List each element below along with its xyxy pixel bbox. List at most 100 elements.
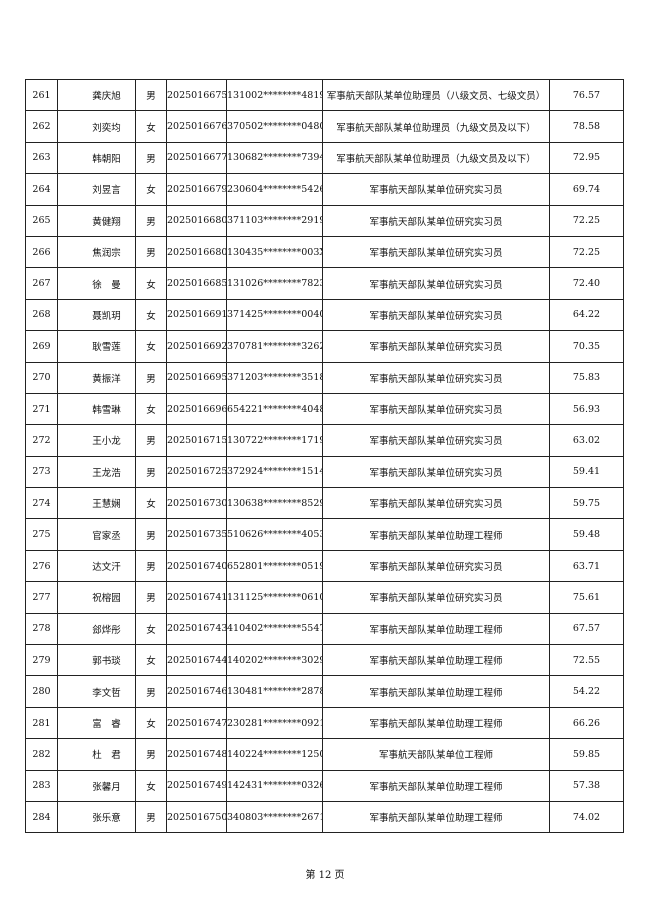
- gender: 女: [135, 298, 167, 332]
- id-card: 130722********1719: [226, 424, 323, 457]
- gender: 男: [135, 581, 167, 614]
- name: 王慧娴: [57, 487, 136, 520]
- table-row: 275 官家丞男 2025016735 510626********4053 军事航天部…: [25, 518, 624, 551]
- row-number: 279: [25, 644, 58, 677]
- exam-id: 2025016691: [166, 298, 227, 332]
- name: 耿雪莲: [57, 330, 136, 363]
- row-number: 263: [25, 141, 58, 175]
- table-row: 268 聂凯玥女 2025016691 371425********0040 军事航天部…: [25, 298, 624, 332]
- position: 军事航天部队某单位助理工程师: [322, 675, 550, 708]
- exam-id: 2025016680: [166, 204, 227, 237]
- score: 74.02: [549, 800, 624, 834]
- score: 54.22: [549, 675, 624, 708]
- name: 黄振洋: [57, 361, 136, 394]
- id-card: 130435********003X: [226, 235, 323, 269]
- gender: 男: [135, 424, 167, 457]
- gender: 女: [135, 267, 167, 300]
- id-card: 372924********1514: [226, 455, 323, 489]
- score: 59.75: [549, 487, 624, 520]
- row-number: 264: [25, 173, 58, 206]
- row-number: 282: [25, 738, 58, 771]
- score: 57.38: [549, 769, 624, 802]
- name: 刘奕均: [57, 110, 136, 143]
- table-row: 262 刘奕均女 2025016676 370502********0480 军事航天部…: [25, 110, 624, 143]
- position: 军事航天部队某单位助理员（九级文员及以下）: [322, 110, 550, 143]
- gender: 女: [135, 706, 167, 740]
- name: 张馨月: [57, 769, 136, 802]
- position: 军事航天部队某单位助理工程师: [322, 612, 550, 646]
- gender: 女: [135, 487, 167, 520]
- id-card: 652801********0519: [226, 549, 323, 583]
- exam-id: 2025016746: [166, 675, 227, 708]
- id-card: 510626********4053: [226, 518, 323, 551]
- score: 72.40: [549, 267, 624, 300]
- name: 龚庆旭: [57, 78, 136, 112]
- table-row: 279 郭书琰女 2025016744 140202********3029 军事航天部…: [25, 644, 624, 677]
- gender: 男: [135, 204, 167, 237]
- gender: 男: [135, 235, 167, 269]
- score: 63.71: [549, 549, 624, 583]
- id-card: 370502********0480: [226, 110, 323, 143]
- position: 军事航天部队某单位助理工程师: [322, 518, 550, 551]
- exam-id: 2025016743: [166, 612, 227, 646]
- position: 军事航天部队某单位助理工程师: [322, 706, 550, 740]
- gender: 男: [135, 518, 167, 551]
- id-card: 142431********0326: [226, 769, 323, 802]
- page-number: 第 12 页: [305, 870, 345, 881]
- table-row: 263 韩朝阳男 2025016677 130682********7394 军事航天部…: [25, 141, 624, 175]
- position: 军事航天部队某单位助理工程师: [322, 644, 550, 677]
- exam-id: 2025016696: [166, 392, 227, 426]
- exam-id: 2025016695: [166, 361, 227, 394]
- name: 韩雪琳: [57, 392, 136, 426]
- exam-id: 2025016685: [166, 267, 227, 300]
- row-number: 262: [25, 110, 58, 143]
- score: 72.55: [549, 644, 624, 677]
- table-row: 280 李文哲男 2025016746 130481********2878 军事航天部…: [25, 675, 624, 708]
- score: 67.57: [549, 612, 624, 646]
- position: 军事航天部队某单位研究实习员: [322, 487, 550, 520]
- name: 杜 君: [57, 738, 136, 771]
- position: 军事航天部队某单位助理工程师: [322, 800, 550, 834]
- exam-id: 2025016748: [166, 738, 227, 771]
- id-card: 230604********5426: [226, 173, 323, 206]
- score: 59.41: [549, 455, 624, 489]
- name: 徐 曼: [57, 267, 136, 300]
- table-row: 269 耿雪莲女 2025016692 370781********3262 军事航天部…: [25, 330, 624, 363]
- gender: 男: [135, 675, 167, 708]
- gender: 女: [135, 110, 167, 143]
- row-number: 273: [25, 455, 58, 489]
- id-card: 130481********2878: [226, 675, 323, 708]
- position: 军事航天部队某单位研究实习员: [322, 361, 550, 394]
- score: 75.83: [549, 361, 624, 394]
- exam-id: 2025016677: [166, 141, 227, 175]
- name: 祝榕园: [57, 581, 136, 614]
- row-number: 275: [25, 518, 58, 551]
- row-number: 274: [25, 487, 58, 520]
- id-card: 230281********0921: [226, 706, 323, 740]
- row-number: 276: [25, 549, 58, 583]
- position: 军事航天部队某单位研究实习员: [322, 392, 550, 426]
- score: 76.57: [549, 78, 624, 112]
- name: 王小龙: [57, 424, 136, 457]
- row-number: 283: [25, 769, 58, 802]
- score: 64.22: [549, 298, 624, 332]
- position: 军事航天部队某单位研究实习员: [322, 330, 550, 363]
- row-number: 265: [25, 204, 58, 237]
- score: 70.35: [549, 330, 624, 363]
- id-card: 131125********0610: [226, 581, 323, 614]
- table-row: 281 富 睿女 2025016747 230281********0921 军事航天部…: [25, 706, 624, 740]
- exam-id: 2025016692: [166, 330, 227, 363]
- id-card: 340803********2671: [226, 800, 323, 834]
- score-table: 261 龚庆旭男 2025016675 131002********4819 军事航天部…: [25, 78, 624, 834]
- gender: 男: [135, 549, 167, 583]
- name: 聂凯玥: [57, 298, 136, 332]
- id-card: 140224********1250: [226, 738, 323, 771]
- position: 军事航天部队某单位助理员（八级文员、七级文员）: [322, 78, 550, 112]
- table-row: 278 郐烨彤女 2025016743 410402********5547 军事航天部…: [25, 612, 624, 646]
- id-card: 131002********4819: [226, 78, 323, 112]
- gender: 男: [135, 361, 167, 394]
- row-number: 266: [25, 235, 58, 269]
- row-number: 270: [25, 361, 58, 394]
- exam-id: 2025016744: [166, 644, 227, 677]
